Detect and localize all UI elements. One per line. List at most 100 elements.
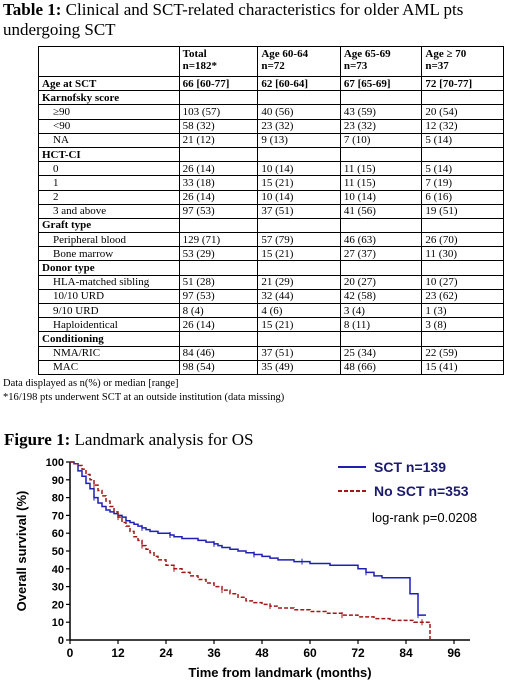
row-label: Conditioning [38,331,180,347]
row-label: Bone marrow [38,246,180,262]
table-footnote: *16/198 pts underwent SCT at an outside … [3,392,285,403]
y-tick-label: 40 [52,564,64,576]
row-label: ≥90 [38,104,180,120]
table-cell: 3 (4) [339,302,423,319]
table-cell: 33 (18) [178,175,259,191]
y-tick-label: 10 [52,617,64,629]
table-cell: 26 (70) [421,232,504,248]
table-cell: 26 (14) [178,161,259,177]
table-cell: 15 (41) [421,359,504,375]
table-cell: 23 (32) [339,118,423,134]
table-cell: 37 (51) [257,345,341,361]
figure-caption-label: Figure 1: [4,430,71,449]
table-cell: 15 (21) [257,175,341,191]
y-axis-label: Overall survival (%) [14,491,29,612]
figure-caption: Figure 1: Landmark analysis for OS [4,430,253,450]
x-tick-label: 84 [399,646,413,660]
table-cell: 10 (14) [257,161,341,177]
table-row: HLA-matched sibling 51 (28) 21 (29) 20 (27)… [38,274,504,290]
table-cell [257,331,341,347]
table-cell [178,331,259,347]
table-group-row: Graft type [38,217,504,234]
table-cell: 53 (29) [178,246,259,262]
row-label: Graft type [38,217,180,234]
legend-label: No SCT n=353 [374,483,469,499]
row-label: Karnofsky score [38,90,180,106]
table-cell: 98 (54) [178,359,259,375]
table-cell: 32 (44) [257,288,341,305]
table-cell [178,146,259,163]
table-cell: 11 (30) [421,246,504,262]
table-row: 3 and above 97 (53) 37 (51) 41 (56) 19 (51) [38,203,504,219]
table-cell [257,146,341,163]
table-row: 9/10 URD 8 (4) 4 (6) 3 (4) 1 (3) [38,302,504,319]
table-cell [421,146,504,163]
table-cell: 42 (58) [339,288,423,305]
logrank-annotation: log-rank p=0.0208 [372,510,477,525]
table-cell: 23 (32) [257,118,341,134]
table-cell [178,217,259,234]
table-cell: 26 (14) [178,317,259,333]
table-cell [178,90,259,106]
table-row: 1 33 (18) 15 (21) 11 (15) 7 (19) [38,175,504,191]
table-cell: 21 (12) [178,132,259,148]
table-row: NMA/RIC 84 (46) 37 (51) 25 (34) 22 (59) [38,345,504,361]
table-footnote: Data displayed as n(%) or median [range] [3,378,179,389]
table-cell: 72 [70-77] [421,75,504,92]
table-cell: 66 [60-77] [178,75,259,92]
row-label: NA [38,132,180,148]
table-cell: 26 (14) [178,189,259,205]
table-cell: 41 (56) [339,203,423,219]
row-label: HCT-CI [38,146,180,163]
table-cell: 4 (6) [257,302,341,319]
table-group-row: Donor type [38,260,504,276]
row-label: Peripheral blood [38,232,180,248]
y-tick-label: 60 [52,528,64,540]
table-cell: 11 (15) [339,175,423,191]
y-tick-label: 50 [52,546,64,558]
table-cell: 67 [65-69] [339,75,423,92]
row-label: 2 [38,189,180,205]
table-cell [339,217,423,234]
table-cell: 129 (71) [178,232,259,248]
row-label: MAC [38,359,180,375]
table-cell [339,146,423,163]
table-group-row: Conditioning [38,331,504,347]
row-label: Haploidentical [38,317,180,333]
table-cell: 9 (13) [257,132,341,148]
table-cell: 5 (14) [421,161,504,177]
y-tick-label: 90 [52,475,64,487]
table-cell: 20 (27) [339,274,423,290]
row-label: 9/10 URD [38,302,180,319]
table-cell [421,331,504,347]
table-row: Age at SCT 66 [60-77] 62 [60-64] 67 [65-69]… [38,75,504,92]
table-cell: 20 (54) [421,104,504,120]
table-cell: 10 (14) [257,189,341,205]
table-cell: 12 (32) [421,118,504,134]
x-tick-label: 24 [159,646,173,660]
table-cell: 58 (32) [178,118,259,134]
x-tick-label: 96 [447,646,461,660]
table-cell [339,90,423,106]
table-cell: 5 (14) [421,132,504,148]
table-cell: 97 (53) [178,203,259,219]
legend-label: SCT n=139 [374,459,446,475]
table-cell: 15 (21) [257,317,341,333]
table-row: Bone marrow 53 (29) 15 (21) 27 (37) 11 (30) [38,246,504,262]
table-group-row: Karnofsky score [38,90,504,106]
table-row: MAC 98 (54) 35 (49) 48 (66) 15 (41) [38,359,504,375]
table-cell [421,217,504,234]
row-label: 0 [38,161,180,177]
table-cell [257,217,341,234]
header-cell-70-plus: Age ≥ 70 n=37 [421,46,504,77]
table-row: <90 58 (32) 23 (32) 23 (32) 12 (32) [38,118,504,134]
table-caption: Table 1: Clinical and SCT-related charac… [3,0,518,40]
header-cell-60-64: Age 60-64 n=72 [257,46,341,77]
table-cell: 48 (66) [339,359,423,375]
table-cell: 15 (21) [257,246,341,262]
row-label: <90 [38,118,180,134]
row-label: HLA-matched sibling [38,274,180,290]
table-cell [339,331,423,347]
table-cell [257,260,341,276]
table-caption-label: Table 1: [3,0,62,19]
